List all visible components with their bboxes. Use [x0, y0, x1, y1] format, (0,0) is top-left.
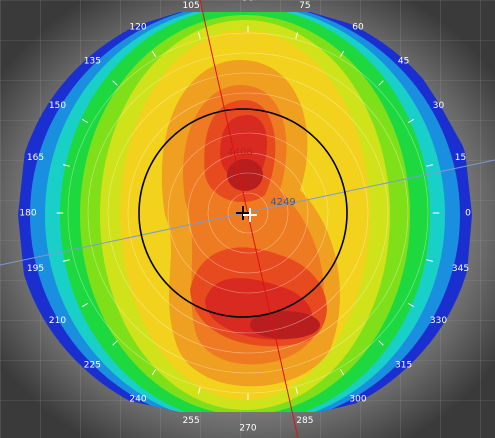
angle-tick [62, 164, 70, 167]
angle-tick [339, 369, 345, 376]
angle-label: 315 [395, 361, 412, 371]
angle-tick [295, 32, 299, 39]
angle-label: 225 [84, 361, 101, 371]
angle-tick [378, 340, 384, 346]
angle-tick [151, 369, 157, 376]
angle-label: 60 [352, 22, 364, 32]
crosshair [236, 206, 250, 220]
angle-tick [407, 302, 415, 307]
angle-label: 75 [299, 1, 310, 11]
angle-label: 165 [27, 153, 44, 163]
angle-tick [426, 259, 434, 262]
angle-tick [197, 32, 201, 39]
angle-label: 0 [465, 209, 471, 219]
angle-label: 105 [183, 1, 200, 11]
angle-tick [62, 259, 70, 262]
angle-tick [378, 80, 384, 86]
angle-tick [112, 340, 118, 346]
value-annotation: 4408 [227, 147, 252, 158]
pupil-circle [138, 108, 348, 318]
angle-label: 195 [27, 264, 44, 274]
angle-tick [295, 387, 299, 394]
angle-label: 210 [49, 316, 66, 326]
value-annotation: 4249 [270, 197, 295, 208]
angle-label: 240 [129, 395, 146, 405]
angle-label: 255 [183, 416, 200, 426]
angle-label: 30 [433, 101, 445, 111]
ring-lines [67, 32, 429, 394]
angle-label: 120 [129, 22, 146, 32]
angle-label: 90 [242, 0, 254, 4]
angle-tick [81, 302, 89, 307]
angle-label: 285 [296, 416, 313, 426]
angle-labels: 0 15 30 45 60 75 90 105 120 135 150 165 180 195 210 225… [19, 0, 471, 434]
angle-tick [81, 119, 89, 124]
angle-tick [339, 50, 345, 57]
angle-label: 15 [455, 153, 466, 163]
angle-label: 135 [84, 57, 101, 67]
crosshair [243, 208, 257, 222]
angle-label: 330 [430, 316, 447, 326]
angle-label: 45 [398, 57, 409, 67]
angle-tick [407, 119, 415, 124]
angle-tick [151, 50, 157, 57]
angle-label: 345 [452, 264, 469, 274]
angle-tick [112, 80, 118, 86]
angle-label: 180 [19, 209, 36, 219]
angle-tick [197, 387, 201, 394]
angle-label: 300 [349, 395, 366, 405]
angle-label: 150 [49, 101, 66, 111]
angle-tick [426, 164, 434, 167]
angle-label: 270 [239, 424, 256, 434]
